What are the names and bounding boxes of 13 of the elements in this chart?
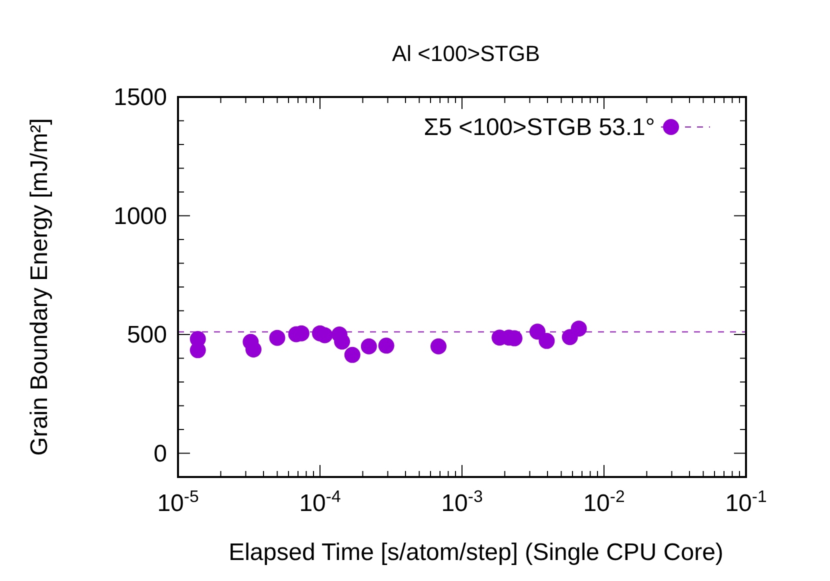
y-tick-label: 1000 [114, 202, 167, 230]
chart-title: Al <100>STGB [392, 41, 540, 66]
x-tick-label: 10$^{-2}$ [583, 486, 625, 517]
y-axis-title: Grain Boundary Energy [mJ/m²] [26, 118, 53, 456]
x-tick-label: 10$^{-5}$ [157, 486, 199, 517]
y-tick-label: 1500 [114, 84, 167, 111]
y-tick-label: 0 [154, 440, 167, 468]
legend-label: Σ5 <100>STGB 53.1° [424, 114, 655, 141]
x-tick-label: 10$^{-3}$ [441, 486, 483, 517]
x-tick-label: 10$^{-4}$ [299, 486, 341, 517]
x-tick-label: 10$^{-1}$ [725, 486, 767, 517]
x-axis-title: Elapsed Time [s/atom/step] (Single CPU Core) [228, 539, 724, 566]
y-tick-label: 500 [126, 322, 167, 348]
